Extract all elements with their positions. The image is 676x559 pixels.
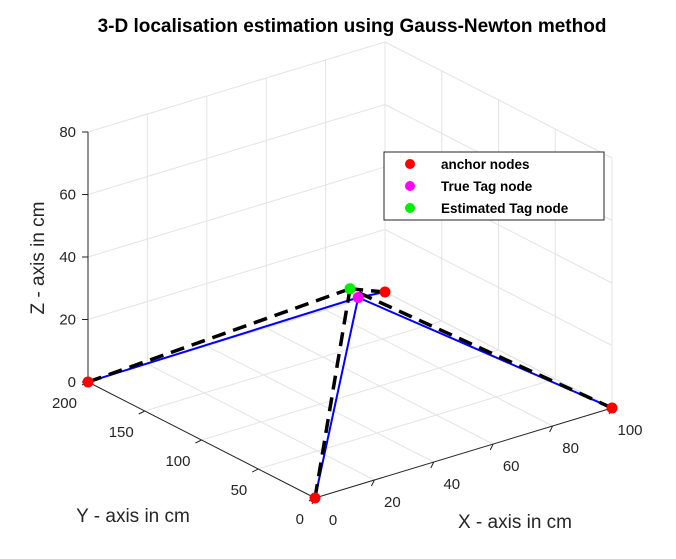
y-tick-mark [195,439,202,444]
z-tick-label: 20 [59,312,76,329]
legend-marker [405,181,415,191]
legend-item-estimated-tag: Estimated Tag node [441,201,569,216]
legend-marker [405,159,415,169]
floor-grid-y [144,320,442,412]
legend-marker [405,203,415,213]
y-axis-label: Y - axis in cm [76,506,190,527]
x-tick-label: 0 [329,512,337,529]
back-wall-grid-z [87,41,386,133]
side-wall-grid-z [384,41,613,159]
side-wall-grid-z [384,229,613,346]
side-wall-grid-z [384,291,613,409]
y-tick-mark [252,468,259,473]
back-wall-grid-z [87,166,386,258]
anchor-node-point [379,286,391,298]
y-tick-label: 0 [296,511,304,528]
estimated-tag-point [344,283,356,295]
x-tick-mark [549,425,554,433]
anchor-node-point [309,492,321,504]
true-tag-point [352,291,364,303]
estimated-tag-line [87,287,351,384]
x-tick-mark [430,461,435,469]
anchor-node-point [82,376,94,388]
x-tick-label: 40 [443,476,460,493]
chart-title: 3-D localisation estimation using Gauss-… [98,16,607,37]
tick-labels: 0 20 40 60 80 100 0 50 100 150 200 0 20 40 60 80 [52,124,643,529]
x-tick-label: 60 [503,458,520,475]
x-tick-label: 20 [384,494,401,511]
legend: anchor nodes True Tag node Estimated Tag n… [383,151,605,221]
true-tag-line [87,296,359,383]
legend-item-true-tag: True Tag node [441,179,533,194]
back-wall-grid-z [87,229,386,320]
y-tick-label: 150 [109,424,134,441]
x-tick-mark [370,479,375,487]
anchor-node-point [606,402,618,414]
x-axis-label: X - axis in cm [458,512,572,533]
y-tick-mark [138,410,145,415]
floor-grid-y [258,378,556,470]
grid [87,41,613,499]
estimated-tag-line [349,287,386,294]
x-tick-label: 100 [617,422,642,439]
z-tick-label: 60 [59,187,76,204]
z-axis-label: Z - axis in cm [28,202,49,315]
estimated-tag-line [313,288,352,499]
back-wall-grid-z [87,104,386,195]
z-tick-label: 80 [59,124,76,141]
y-tick-label: 50 [231,482,248,499]
floor-grid-y [201,349,499,441]
z-tick-label: 40 [59,249,76,266]
legend-box [383,151,605,221]
data-points [82,283,618,504]
legend-item-anchor-nodes: anchor nodes [441,157,530,172]
y-tick-label: 200 [52,395,77,412]
x-tick-mark [489,443,494,451]
x-tick-label: 80 [562,440,579,457]
z-tick-label: 0 [68,374,76,391]
y-tick-label: 100 [165,453,190,470]
connection-lines [87,287,613,499]
x-axis-line [314,407,613,499]
estimated-tag-line [349,287,613,410]
axes [81,131,613,505]
